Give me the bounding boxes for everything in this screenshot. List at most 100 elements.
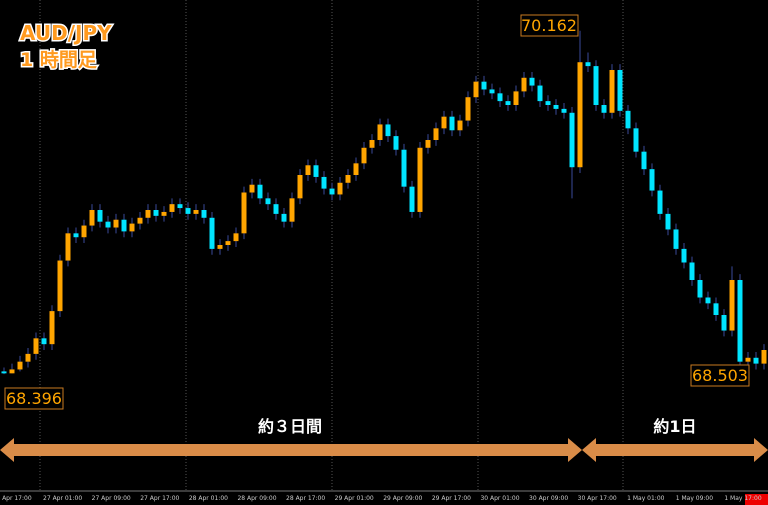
x-tick-label: 28 Apr 09:00 — [237, 495, 276, 502]
candle-body — [409, 186, 415, 212]
candle-body — [689, 262, 695, 280]
candle-body — [673, 229, 679, 249]
candle-body — [401, 149, 407, 187]
candle-body — [89, 210, 95, 226]
candle-body — [481, 81, 487, 90]
candle-body — [705, 297, 711, 304]
candle-body — [489, 89, 495, 94]
candle-body — [361, 147, 367, 164]
candle-body — [33, 338, 39, 354]
candle-body — [1, 371, 7, 374]
x-tick-label: 29 Apr 09:00 — [383, 495, 422, 502]
candle-body — [457, 120, 463, 131]
candle-body — [657, 190, 663, 214]
candle-body — [553, 105, 559, 109]
current-time-box — [745, 494, 768, 505]
span-label: 約1日 — [653, 417, 696, 436]
candle-body — [385, 124, 391, 137]
x-tick-label: 29 Apr 01:00 — [335, 495, 374, 502]
candle-body — [577, 62, 583, 168]
x-labels: 4 Apr 17:00 27 Apr 01:00 27 Apr 09:00 27 Ap… — [0, 495, 762, 502]
candle-body — [417, 147, 423, 212]
candle-body — [297, 175, 303, 199]
candle-body — [313, 165, 319, 177]
candle-body — [9, 369, 15, 374]
candle-body — [321, 176, 327, 189]
candle-body — [265, 198, 271, 205]
x-tick-label: 29 Apr 17:00 — [432, 495, 471, 502]
candle-body — [545, 101, 551, 105]
candle-body — [721, 315, 727, 331]
candle-body — [569, 112, 575, 168]
candle-body — [449, 116, 455, 131]
candle-body — [729, 280, 735, 331]
candle-body — [65, 233, 71, 261]
candle-body — [641, 151, 647, 170]
candle-body — [377, 124, 383, 140]
candle-body — [105, 221, 111, 228]
candles — [1, 30, 767, 375]
candle-body — [505, 101, 511, 105]
candle-body — [201, 210, 207, 218]
low-label: 68.396 — [6, 389, 62, 408]
candle-body — [329, 188, 335, 195]
candle-body — [17, 361, 23, 370]
x-tick-label: 30 Apr 09:00 — [529, 495, 568, 502]
candle-body — [465, 97, 471, 121]
candle-body — [697, 280, 703, 298]
candle-body — [633, 128, 639, 152]
candle-body — [113, 219, 119, 228]
candle-body — [601, 105, 607, 113]
candle-body — [753, 357, 759, 364]
candle-body — [233, 233, 239, 242]
candle-body — [305, 165, 311, 175]
span-arrow — [582, 438, 768, 462]
candle-body — [57, 260, 63, 312]
candle-body — [209, 217, 215, 249]
x-tick-label: 4 Apr 17:00 — [0, 495, 32, 502]
candle-body — [537, 85, 543, 102]
candle-body — [513, 91, 519, 105]
candle-body — [49, 311, 55, 345]
x-tick-label: 1 May 17:00 — [724, 495, 762, 502]
x-tick-label: 1 May 01:00 — [627, 495, 665, 502]
candle-body — [737, 280, 743, 362]
candle-body — [153, 210, 159, 216]
x-tick-label: 27 Apr 17:00 — [140, 495, 179, 502]
candle-body — [169, 204, 175, 212]
candle-body — [425, 140, 431, 148]
candle-body — [225, 241, 231, 245]
candle-body — [185, 208, 191, 214]
candle-body — [369, 140, 375, 148]
candle-body — [281, 213, 287, 222]
x-tick-label: 30 Apr 17:00 — [578, 495, 617, 502]
candle-body — [521, 77, 527, 92]
x-tick-label: 28 Apr 17:00 — [286, 495, 325, 502]
candle-body — [289, 198, 295, 222]
x-tick-label: 27 Apr 01:00 — [43, 495, 82, 502]
candle-body — [121, 219, 127, 232]
candle-body — [665, 213, 671, 230]
candle-body — [561, 108, 567, 113]
x-tick-label: 28 Apr 01:00 — [189, 495, 228, 502]
candle-body — [25, 353, 31, 362]
candle-body — [345, 175, 351, 183]
candle-body — [161, 211, 167, 216]
candle-body — [713, 303, 719, 315]
candle-body — [273, 204, 279, 214]
candle-body — [97, 210, 103, 222]
candle-body — [129, 223, 135, 232]
candle-body — [433, 128, 439, 140]
high-label: 70.162 — [521, 16, 577, 35]
candle-body — [593, 66, 599, 105]
time-axis — [0, 490, 768, 505]
x-tick-label: 1 May 09:00 — [676, 495, 714, 502]
candle-body — [761, 350, 767, 364]
candle-body — [137, 217, 143, 224]
candle-body — [745, 357, 751, 362]
candle-body — [193, 210, 199, 214]
candle-body — [177, 204, 183, 209]
